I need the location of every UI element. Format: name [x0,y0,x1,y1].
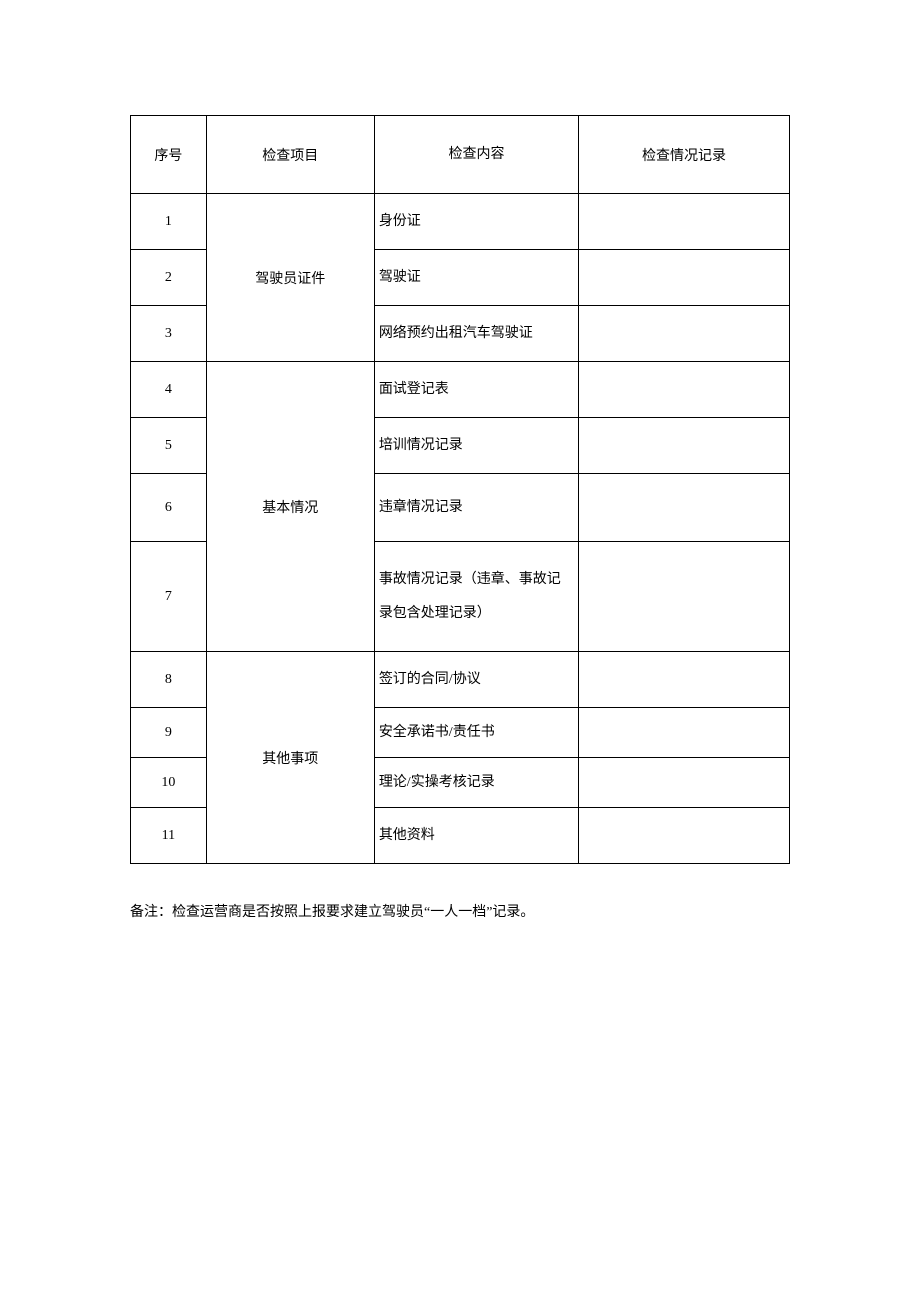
row-content: 网络预约出租汽车驾驶证 [374,306,578,362]
row-content: 培训情况记录 [374,418,578,474]
row-content: 签订的合同/协议 [374,652,578,708]
table-header-row: 序号 检查项目 检查内容 检查情况记录 [131,116,790,194]
row-record [579,418,790,474]
row-record [579,808,790,864]
header-content: 检查内容 [374,116,578,194]
row-num: 2 [131,250,207,306]
row-num: 8 [131,652,207,708]
row-num: 5 [131,418,207,474]
row-record [579,362,790,418]
row-record [579,708,790,758]
row-content: 驾驶证 [374,250,578,306]
row-num: 9 [131,708,207,758]
row-record [579,194,790,250]
row-record [579,306,790,362]
group-item: 其他事项 [206,652,374,864]
row-content: 其他资料 [374,808,578,864]
row-num: 4 [131,362,207,418]
row-record [579,652,790,708]
row-record [579,250,790,306]
row-content: 安全承诺书/责任书 [374,708,578,758]
header-record: 检查情况记录 [579,116,790,194]
row-num: 1 [131,194,207,250]
group-item: 驾驶员证件 [206,194,374,362]
row-num: 11 [131,808,207,864]
inspection-table: 序号 检查项目 检查内容 检查情况记录 1 驾驶员证件 身份证 2 驾驶证 3 … [130,115,790,864]
row-num: 7 [131,542,207,652]
table-row: 8 其他事项 签订的合同/协议 [131,652,790,708]
row-num: 3 [131,306,207,362]
row-content: 事故情况记录（违章、事故记录包含处理记录） [374,542,578,652]
header-item: 检查项目 [206,116,374,194]
group-item: 基本情况 [206,362,374,652]
note-text: 备注：检查运营商是否按照上报要求建立驾驶员“一人一档”记录。 [130,902,790,924]
row-num: 6 [131,474,207,542]
row-record [579,474,790,542]
row-record [579,542,790,652]
table-row: 4 基本情况 面试登记表 [131,362,790,418]
header-num: 序号 [131,116,207,194]
row-content: 理论/实操考核记录 [374,758,578,808]
row-record [579,758,790,808]
row-content: 面试登记表 [374,362,578,418]
row-num: 10 [131,758,207,808]
table-row: 1 驾驶员证件 身份证 [131,194,790,250]
row-content: 身份证 [374,194,578,250]
row-content: 违章情况记录 [374,474,578,542]
